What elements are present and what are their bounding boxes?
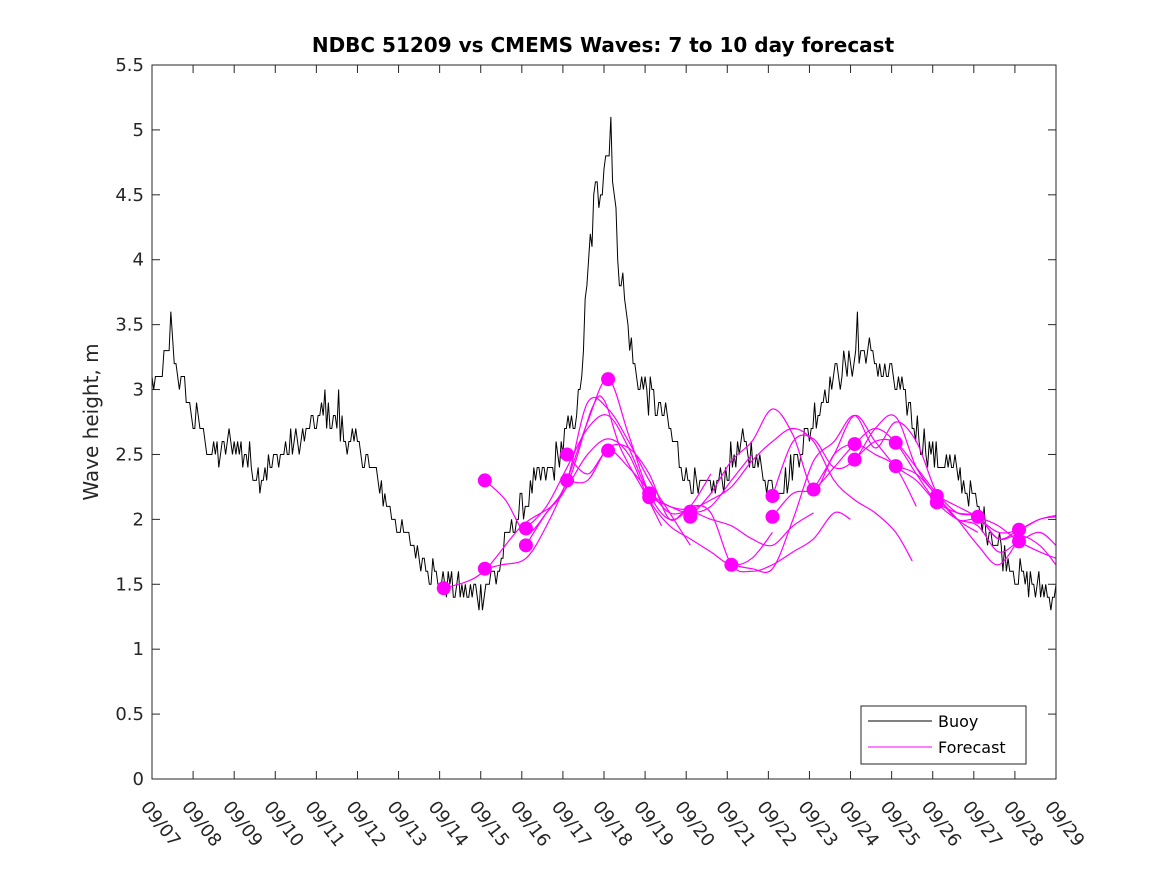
x-tick-label: 09/17	[547, 797, 595, 851]
forecast-line-3	[525, 414, 753, 529]
x-tick-label: 09/25	[876, 797, 924, 851]
forecast-marker	[477, 473, 492, 488]
x-tick-label: 09/20	[670, 797, 718, 851]
y-tick-label: 3.5	[115, 315, 144, 336]
y-tick-label: 5	[133, 120, 144, 141]
y-tick-label: 4	[133, 250, 144, 271]
forecast-line-6	[566, 443, 851, 573]
x-tick-label: 09/16	[506, 797, 554, 851]
x-tick-label: 09/21	[711, 797, 759, 851]
x-tick-label: 09/12	[342, 797, 390, 851]
y-tick-label: 4.5	[115, 185, 144, 206]
plot-area	[152, 65, 1056, 779]
forecast-line-10	[771, 414, 1020, 566]
x-tick-label: 09/18	[588, 797, 636, 851]
forecast-marker	[970, 509, 985, 524]
x-tick-label: 09/13	[383, 797, 431, 851]
forecast-marker	[477, 561, 492, 576]
x-tick-label: 09/10	[259, 797, 307, 851]
forecast-marker	[888, 435, 903, 450]
forecast-marker	[847, 437, 862, 452]
legend: Buoy Forecast	[860, 705, 1027, 765]
x-tick-label: 09/26	[917, 797, 965, 851]
x-tick-label: 09/23	[794, 797, 842, 851]
plot-series	[152, 116, 1056, 611]
y-axis-ticks: 0 0.5 1 1.5 2 2.5 3 3.5 4 4.5 5 5.5	[115, 55, 1056, 790]
legend-box	[860, 705, 1027, 765]
forecast-marker	[601, 372, 616, 387]
forecast-marker	[724, 557, 739, 572]
x-tick-label: 09/22	[752, 797, 800, 851]
forecast-markers	[436, 372, 1027, 596]
forecast-marker	[1012, 522, 1027, 537]
y-tick-label: 2	[133, 509, 144, 530]
forecast-marker	[601, 443, 616, 458]
buoy-series	[152, 116, 1056, 611]
y-tick-label: 3	[133, 380, 144, 401]
forecast-marker	[560, 473, 575, 488]
x-tick-label: 09/08	[177, 797, 225, 851]
forecast-marker	[765, 509, 780, 524]
forecast-marker	[518, 538, 533, 553]
forecast-line-8	[689, 408, 917, 518]
forecast-line-15	[936, 495, 1056, 559]
forecast-line-0	[443, 395, 663, 589]
buoy-line	[152, 116, 1056, 611]
x-tick-label: 09/15	[465, 797, 513, 851]
x-tick-label: 09/11	[300, 797, 348, 851]
x-tick-label: 09/14	[424, 797, 472, 851]
y-tick-label: 2.5	[115, 444, 144, 465]
forecast-marker	[642, 490, 657, 505]
y-tick-label: 1.5	[115, 574, 144, 595]
forecast-marker	[765, 488, 780, 503]
forecast-marker	[683, 509, 698, 524]
chart-title: NDBC 51209 vs CMEMS Waves: 7 to 10 day f…	[312, 33, 895, 57]
x-tick-label: 09/19	[629, 797, 677, 851]
x-tick-label: 09/24	[835, 797, 883, 851]
forecast-marker	[847, 452, 862, 467]
plot-frame	[151, 64, 1057, 780]
y-tick-label: 1	[133, 639, 144, 660]
legend-buoy-label: Buoy	[938, 712, 978, 731]
x-tick-label: 09/27	[958, 797, 1006, 851]
forecast-marker	[806, 482, 821, 497]
forecast-marker	[518, 521, 533, 536]
y-tick-label: 0	[133, 769, 144, 790]
legend-forecast-label: Forecast	[938, 738, 1006, 757]
forecast-marker	[436, 581, 451, 596]
x-tick-label: 09/28	[999, 797, 1047, 851]
forecast-line-2	[484, 378, 712, 570]
x-tick-label: 09/07	[136, 797, 184, 851]
y-axis-label: Wave height, m	[79, 343, 103, 500]
forecast-marker	[888, 459, 903, 474]
forecast-marker	[1012, 534, 1027, 549]
x-tick-label: 09/29	[1040, 797, 1088, 851]
forecast-marker	[929, 495, 944, 510]
forecast-marker	[560, 447, 575, 462]
y-tick-label: 5.5	[115, 55, 144, 76]
y-tick-label: 0.5	[115, 704, 144, 725]
x-tick-label: 09/09	[218, 797, 266, 851]
